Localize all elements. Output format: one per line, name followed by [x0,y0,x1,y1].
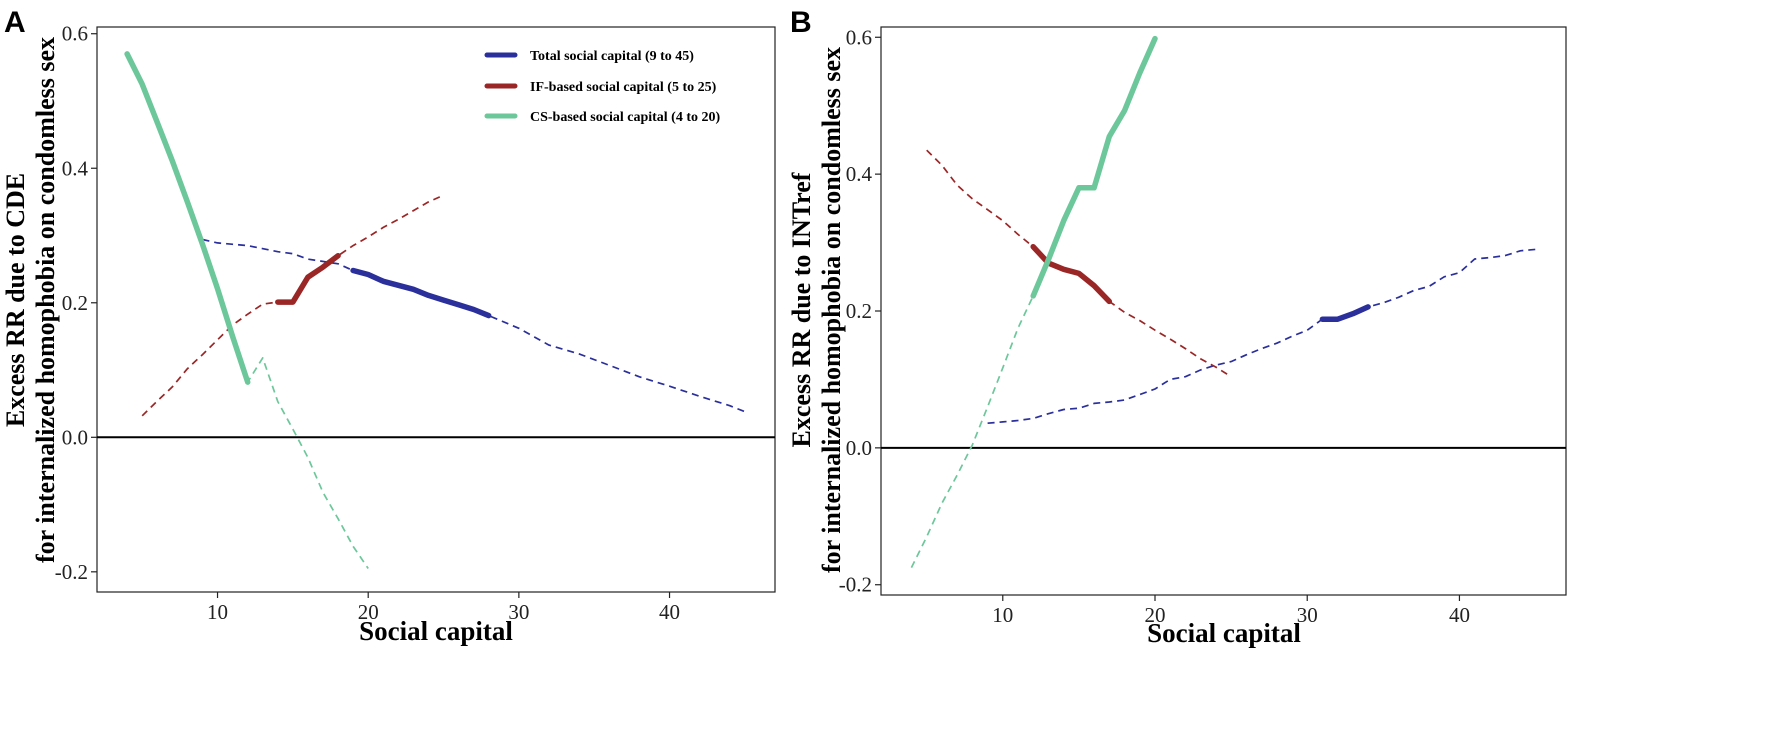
panel-a-y-axis-title: Excess RR due to CDE for internalized ho… [1,37,60,563]
panel-b-y-axis-title: Excess RR due to INTref for internalized… [787,47,846,573]
panel-b-letter: B [790,6,812,39]
panel-a-y-tick-label: 0.6 [62,22,88,46]
panel-b-y-tick-label: 0.4 [846,162,873,186]
panel-a-series-total-dashed-line [202,238,746,413]
panel-a-series-if-dashed-line [141,194,444,417]
panel-a-x-ticks: 10 20 30 40 [207,592,680,624]
panel-b-x-axis-title: Social capital [1147,618,1301,648]
panel-a-y-axis-title-line-1: Excess RR due to CDE [1,173,30,427]
panel-a-series-total-solid-line [350,267,492,319]
panel-a-series-if-solid-line [275,252,341,305]
panel-a-y-axis-title-line-2: for internalized homophobia on condomles… [31,37,60,563]
panel-b-x-tick-label: 30 [1297,603,1318,627]
panel-a-x-tick-label: 30 [508,600,529,624]
panel-b-plot-frame [880,26,1567,596]
panel-b-x-tick-label: 10 [992,603,1013,627]
panel-a-series-cs-solid-line [124,51,251,385]
legend-label-if: IF-based social capital (5 to 25) [530,80,717,95]
panel-a-y-tick-label: 0.2 [62,291,88,315]
panel-b-series-total-solid-line [1319,304,1371,322]
panel-a-plot-frame [96,26,776,593]
panel-b-y-ticks: -0.2 0.0 0.2 0.4 0.6 [839,25,881,597]
panel-a-y-tick-label: -0.2 [55,560,88,584]
panel-a-y-tick-label: 0.4 [62,156,89,180]
panel-b-x-tick-label: 20 [1145,603,1166,627]
panel-a-series [124,51,746,569]
panel-b-y-tick-label: -0.2 [839,573,872,597]
panel-a-y-tick-label: 0.0 [62,425,88,449]
panel-b-x-tick-label: 40 [1449,603,1470,627]
panel-a-x-tick-label: 10 [207,600,228,624]
panel-b-series-total-dashed-line [987,248,1536,425]
panel-a-x-tick-label: 20 [358,600,379,624]
panel-b-series-cs-solid-line [1030,35,1158,299]
panel-b-x-ticks: 10 20 30 40 [992,595,1470,627]
legend-label-cs: CS-based social capital (4 to 20) [530,110,721,125]
panel-a: A 10 20 30 40 -0.2 0.0 0.2 0.4 0.6 Social capit… [1,6,776,646]
panel-b-y-axis-title-line-1: Excess RR due to INTref [787,172,816,447]
panel-a-letter: A [4,6,26,39]
panel-b-y-axis-title-line-2: for internalized homophobia on condomles… [817,47,846,573]
panel-b-y-tick-label: 0.0 [846,436,872,460]
legend-label-total: Total social capital (9 to 45) [530,49,694,64]
panel-b-y-tick-label: 0.6 [846,25,872,49]
legend: Total social capital (9 to 45) IF-based … [484,49,721,125]
panel-b-series [910,35,1536,568]
panel-a-x-axis-title: Social capital [359,616,513,646]
panel-b: B 10 20 30 40 -0.2 0.0 0.2 0.4 0.6 Social capit… [787,6,1567,648]
panel-a-y-ticks: -0.2 0.0 0.2 0.4 0.6 [55,22,97,584]
panel-a-x-tick-label: 40 [659,600,680,624]
panel-b-y-tick-label: 0.2 [846,299,872,323]
panel-b-series-if-dashed-line [926,149,1232,378]
